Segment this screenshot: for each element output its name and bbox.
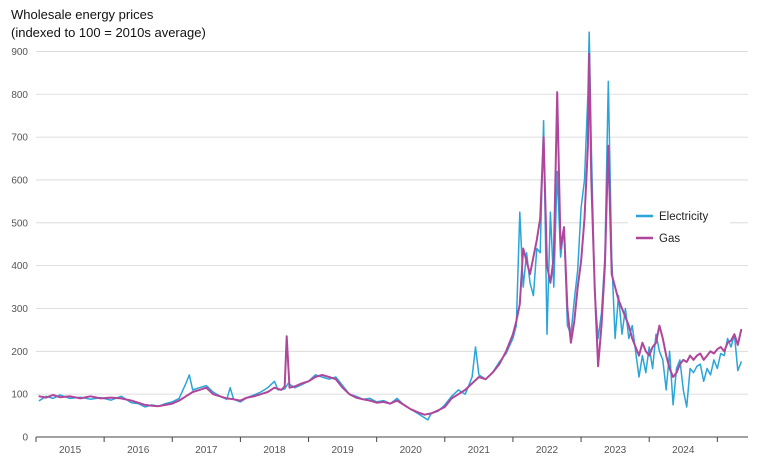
- x-axis: 2015 2016 2017 2018 2019 2020 2021 2022 2023 2024: [35, 436, 748, 456]
- legend-label-electricity: Electricity: [659, 211, 708, 223]
- legend-label-gas: Gas: [659, 233, 680, 245]
- chart-title-block: Wholesale energy prices (indexed to 100 …: [11, 6, 206, 42]
- series-line-electricity: [38, 31, 742, 421]
- y-tick-label: 600: [11, 175, 28, 186]
- y-tick-label: 300: [11, 304, 28, 315]
- chart-title: Wholesale energy prices: [11, 7, 154, 22]
- x-tick-label: 2019: [331, 445, 354, 456]
- y-tick-label: 0: [22, 433, 28, 444]
- y-tick-label: 800: [11, 90, 28, 101]
- x-tick-label: 2024: [672, 445, 695, 456]
- y-tick-label: 400: [11, 261, 28, 272]
- legend: Electricity Gas: [628, 203, 730, 255]
- x-tick-label: 2015: [59, 445, 82, 456]
- y-tick-label: 700: [11, 133, 28, 144]
- x-tick-label: 2017: [195, 445, 218, 456]
- gridlines: [36, 51, 748, 395]
- chart-subtitle: (indexed to 100 = 2010s average): [11, 25, 206, 40]
- legend-background: [628, 203, 730, 255]
- x-tick-label: 2018: [263, 445, 286, 456]
- series-lines: [38, 31, 743, 421]
- series-line-gas: [38, 52, 743, 416]
- y-tick-label: 500: [11, 218, 28, 229]
- y-tick-label: 200: [11, 347, 28, 358]
- x-tick-label: 2023: [604, 445, 627, 456]
- y-axis-ticks: 0 100 200 300 400 500 600 700 800 900: [11, 47, 28, 444]
- x-tick-label: 2022: [536, 445, 559, 456]
- x-tick-label: 2021: [468, 445, 491, 456]
- x-tick-label: 2020: [400, 445, 423, 456]
- y-tick-label: 900: [11, 47, 28, 58]
- y-tick-label: 100: [11, 390, 28, 401]
- x-tick-label: 2016: [127, 445, 150, 456]
